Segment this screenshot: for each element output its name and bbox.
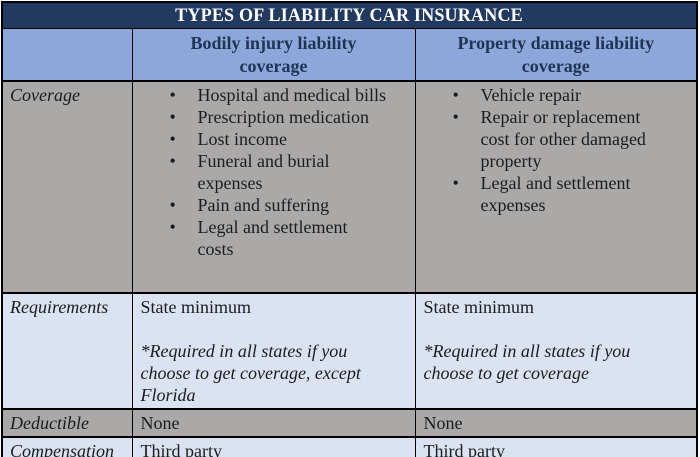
bullet-item: Funeral and burial expenses bbox=[141, 150, 388, 194]
column-header-row: Bodily injury liability coverage Propert… bbox=[1, 28, 698, 82]
compensation-row: Compensation Third party Third party bbox=[1, 436, 698, 457]
header-empty-cell bbox=[1, 28, 133, 82]
requirements-row: Requirements State minimum *Required in … bbox=[1, 292, 698, 410]
table-title: TYPES OF LIABILITY CAR INSURANCE bbox=[175, 5, 524, 26]
compensation-bodily-cell: Third party bbox=[131, 436, 416, 457]
coverage-property-cell: Vehicle repairRepair or replacement cost… bbox=[414, 80, 698, 294]
coverage-row: Coverage Hospital and medical billsPresc… bbox=[1, 80, 698, 294]
requirements-property-note: *Required in all states if you choose to… bbox=[423, 341, 631, 383]
requirements-bodily-cell: State minimum *Required in all states if… bbox=[131, 292, 416, 410]
requirements-property-cell: State minimum *Required in all states if… bbox=[414, 292, 698, 410]
requirements-row-label: Requirements bbox=[1, 292, 133, 410]
bullet-item: Legal and settlement expenses bbox=[424, 172, 671, 216]
coverage-row-label: Coverage bbox=[1, 80, 133, 294]
bullet-item: Lost income bbox=[141, 128, 388, 150]
title-row: TYPES OF LIABILITY CAR INSURANCE bbox=[1, 1, 698, 29]
bullet-item: Legal and settlement costs bbox=[141, 216, 388, 260]
header-bodily-injury-label: Bodily injury liability coverage bbox=[190, 33, 357, 76]
header-property-damage-label: Property damage liability coverage bbox=[457, 33, 655, 76]
header-bodily-injury-cell: Bodily injury liability coverage bbox=[131, 28, 416, 82]
bullet-item: Repair or replacement cost for other dam… bbox=[424, 106, 671, 172]
deductible-bodily-cell: None bbox=[131, 408, 416, 438]
requirements-bodily-note: *Required in all states if you choose to… bbox=[140, 341, 361, 405]
coverage-bodily-list: Hospital and medical billsPrescription m… bbox=[141, 84, 407, 260]
coverage-property-list: Vehicle repairRepair or replacement cost… bbox=[424, 84, 689, 216]
coverage-bodily-cell: Hospital and medical billsPrescription m… bbox=[131, 80, 416, 294]
compensation-row-label: Compensation bbox=[1, 436, 133, 457]
deductible-property-cell: None bbox=[414, 408, 698, 438]
bullet-item: Hospital and medical bills bbox=[141, 84, 388, 106]
bullet-item: Pain and suffering bbox=[141, 194, 388, 216]
table-title-cell: TYPES OF LIABILITY CAR INSURANCE bbox=[1, 1, 698, 29]
requirements-property-main: State minimum bbox=[423, 297, 535, 317]
deductible-row: Deductible None None bbox=[1, 408, 698, 438]
bullet-item: Vehicle repair bbox=[424, 84, 671, 106]
header-property-damage-cell: Property damage liability coverage bbox=[414, 28, 698, 82]
deductible-row-label: Deductible bbox=[1, 408, 133, 438]
bullet-item: Prescription medication bbox=[141, 106, 388, 128]
requirements-bodily-main: State minimum bbox=[140, 297, 252, 317]
compensation-property-cell: Third party bbox=[414, 436, 698, 457]
